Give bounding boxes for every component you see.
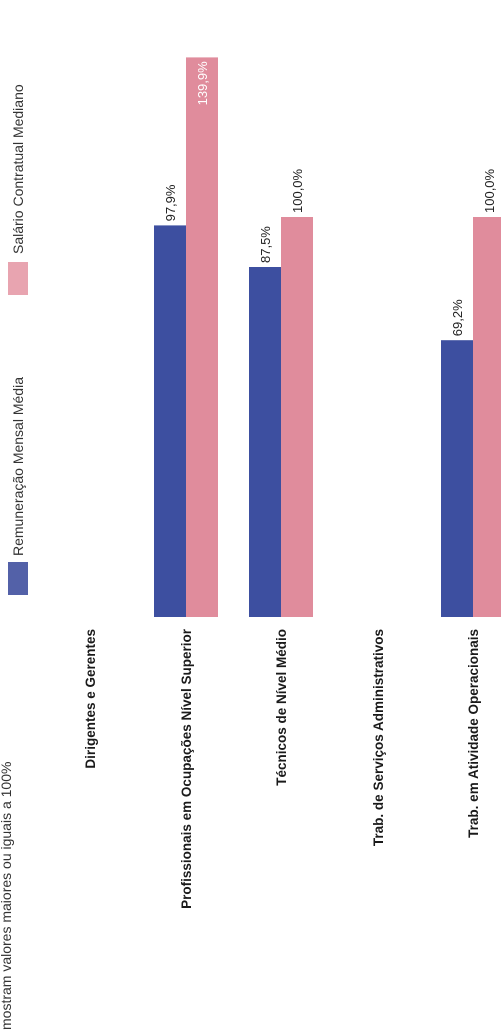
bar-salario bbox=[281, 217, 313, 617]
legend: Remuneração Mensal Média Salário Contrat… bbox=[8, 84, 28, 595]
data-label: 69,2% bbox=[450, 299, 465, 336]
bar-salario bbox=[473, 217, 501, 617]
category-label: Dirigentes e Gerentes bbox=[83, 629, 98, 769]
bar-remuneracao bbox=[154, 225, 186, 617]
legend-label-salario: Salário Contratual Mediano bbox=[10, 84, 26, 254]
data-label: 97,9% bbox=[163, 184, 178, 221]
category-labels: Dirigentes e Gerentes Profissionais em Oc… bbox=[83, 628, 481, 909]
bars bbox=[154, 57, 501, 617]
category-label: Trab. em Atividade Operacionais bbox=[466, 629, 481, 838]
data-label: 100,0% bbox=[482, 168, 497, 213]
data-label: 87,5% bbox=[258, 226, 273, 263]
category-label: Profissionais em Ocupações Nível Superio… bbox=[179, 628, 194, 909]
value-labels: 97,9% 139,9% 87,5% 100,0% 69,2% 100,0% bbox=[163, 61, 497, 336]
bar-remuneracao bbox=[249, 267, 281, 617]
data-label: 139,9% bbox=[195, 61, 210, 106]
bar-salario bbox=[186, 57, 218, 617]
chart-note: mostram valores maiores ou iguais a 100% bbox=[0, 762, 14, 1030]
category-label: Trab. de Serviços Administrativos bbox=[371, 629, 386, 846]
data-label: 100,0% bbox=[290, 168, 305, 213]
bar-remuneracao bbox=[441, 340, 473, 617]
legend-swatch-salario bbox=[8, 262, 28, 295]
legend-label-remuneracao: Remuneração Mensal Média bbox=[10, 377, 26, 556]
category-label: Técnicos de Nível Médio bbox=[274, 629, 289, 786]
legend-swatch-remuneracao bbox=[8, 562, 28, 595]
